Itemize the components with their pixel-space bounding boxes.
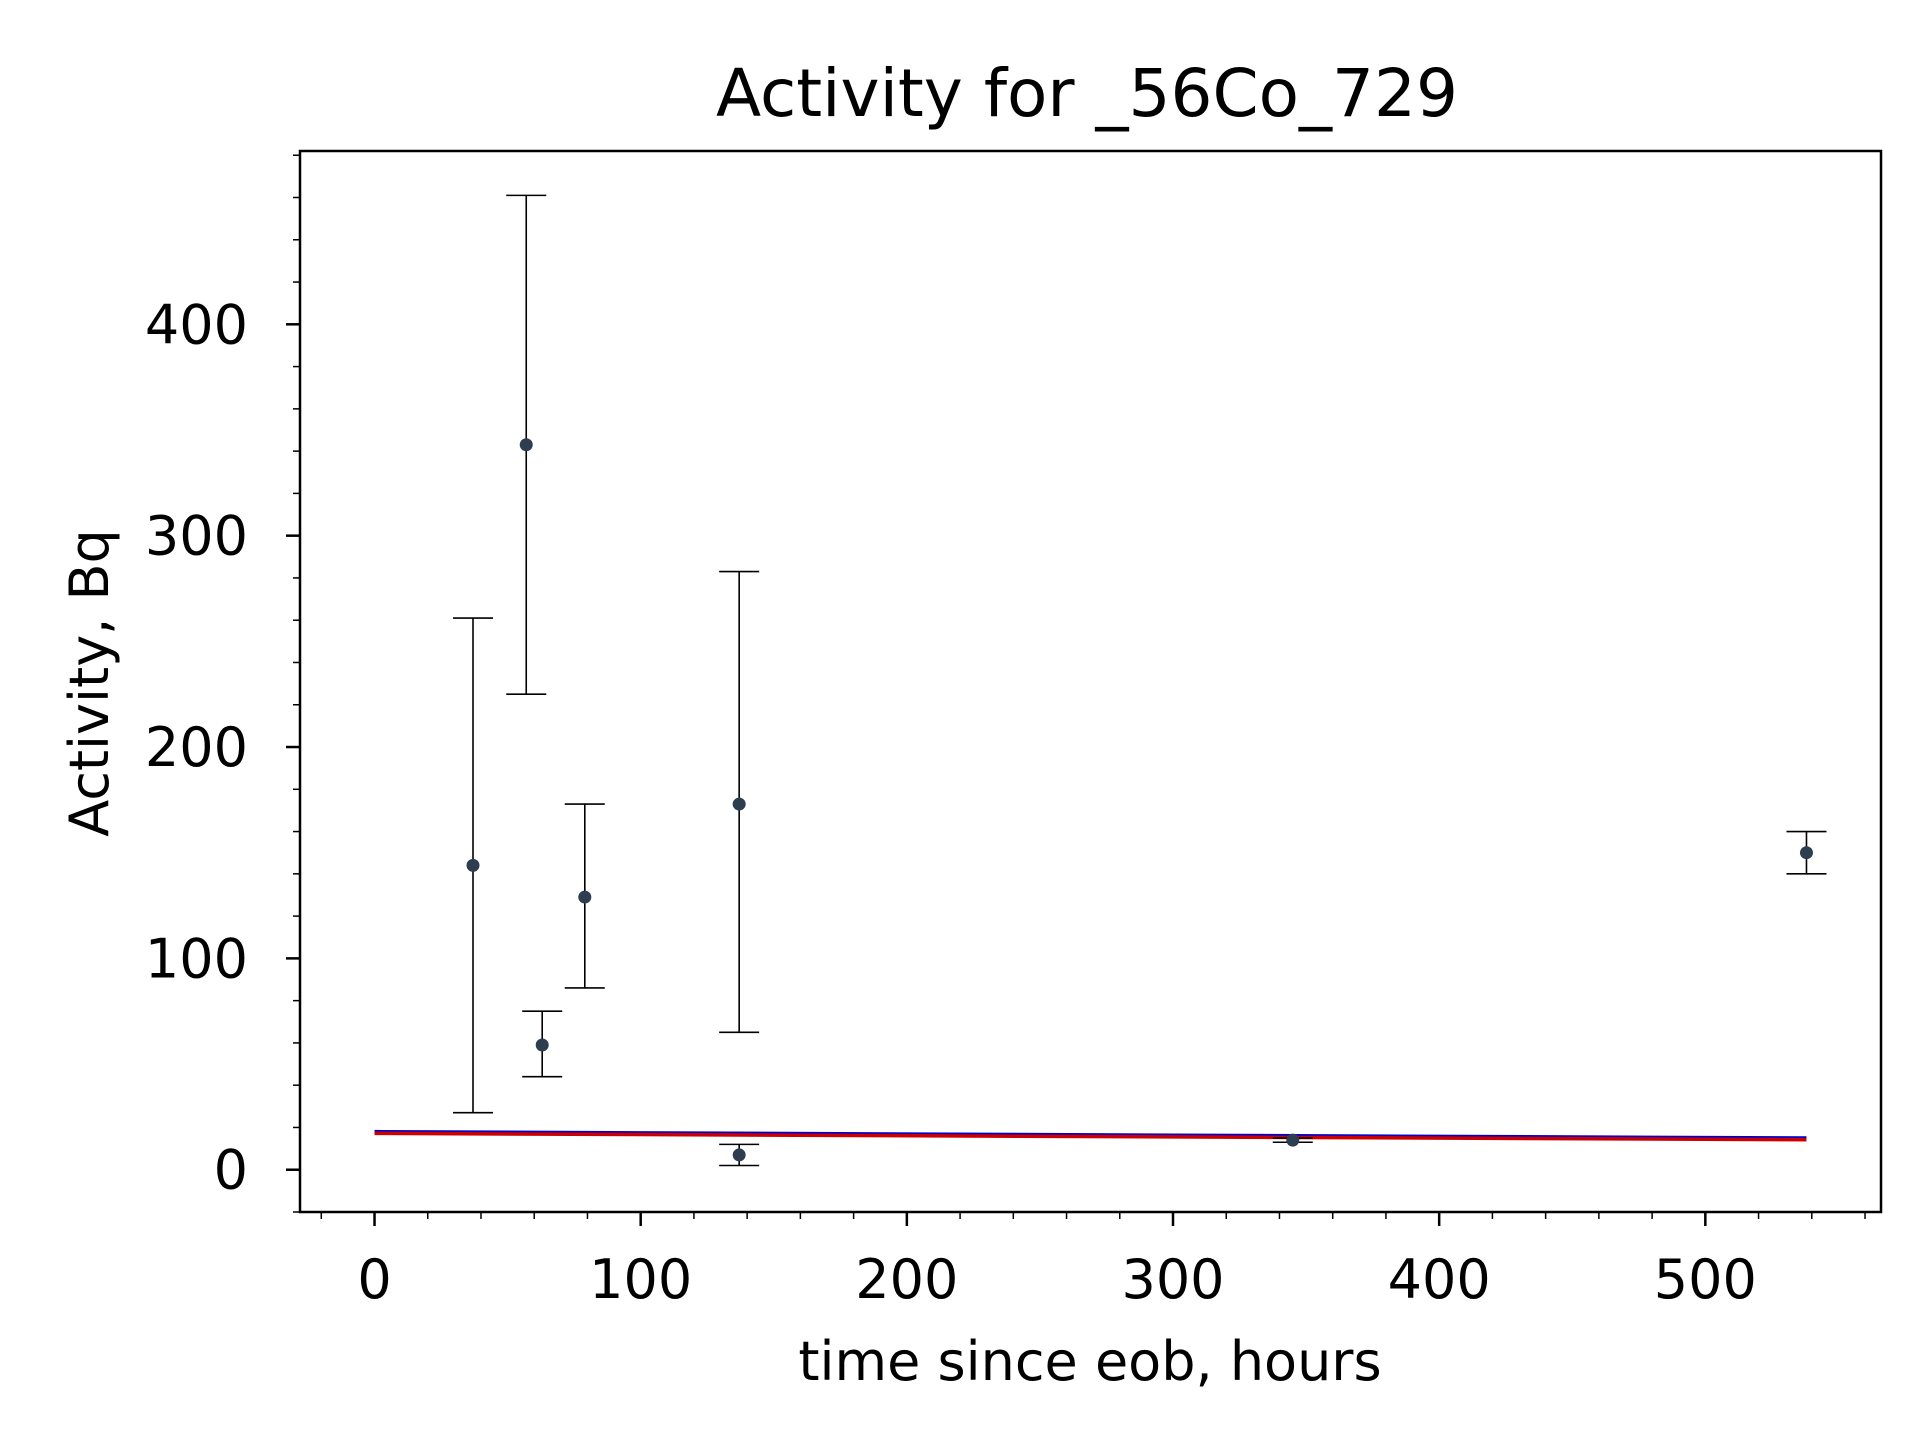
plot-marks <box>374 194 1827 1167</box>
y-tick-label: 100 <box>145 927 248 990</box>
y-tick-label: 300 <box>145 505 248 568</box>
x-tick-label: 400 <box>1388 1248 1491 1311</box>
plot-frame <box>298 149 1883 1214</box>
x-tick-label: 200 <box>855 1248 958 1311</box>
y-axis-label: Activity, Bq <box>58 529 121 837</box>
y-tick-label: 400 <box>145 293 248 356</box>
y-tick-label: 0 <box>214 1139 248 1202</box>
x-tick-label: 500 <box>1654 1248 1757 1311</box>
point-marker <box>732 1148 746 1162</box>
y-tick-label: 200 <box>145 716 248 779</box>
x-tick-label: 100 <box>589 1248 692 1311</box>
data-point-1 <box>453 617 494 1114</box>
y-axis: 0 100 200 300 400 <box>145 154 300 1213</box>
data-point-8 <box>1786 830 1827 875</box>
point-marker <box>466 858 480 872</box>
data-point-7 <box>1272 1133 1313 1147</box>
fit-line-2 <box>374 1131 1807 1142</box>
x-axis-label: time since eob, hours <box>798 1330 1381 1393</box>
data-point-5 <box>719 570 760 1034</box>
data-point-3 <box>522 1010 563 1078</box>
data-point-2 <box>506 194 547 695</box>
point-marker <box>1286 1133 1300 1147</box>
data-point-4 <box>564 803 605 989</box>
x-axis: 0 100 200 300 400 500 <box>320 1212 1866 1311</box>
x-tick-label: 0 <box>357 1248 391 1311</box>
x-tick-label: 300 <box>1121 1248 1224 1311</box>
data-point-6 <box>719 1143 760 1167</box>
point-marker <box>732 797 746 811</box>
point-marker <box>535 1038 549 1052</box>
point-marker <box>578 890 592 904</box>
chart-title: Activity for _56Co_729 <box>716 55 1458 132</box>
point-marker <box>1799 846 1813 860</box>
point-marker <box>519 438 533 452</box>
